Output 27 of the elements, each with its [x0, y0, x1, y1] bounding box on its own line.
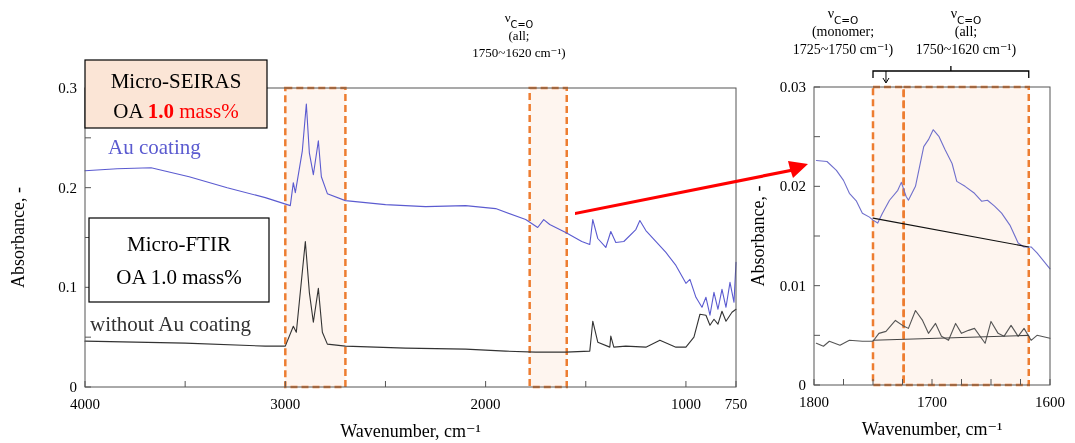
x-tick-label: 1000	[670, 396, 701, 412]
y-tick-label: 0.01	[779, 277, 806, 294]
series-label: without Au coating	[90, 312, 252, 336]
y-tick-label: 0.3	[58, 80, 77, 96]
annotation: Micro-SEIRAS OA 1.0 mass%	[110, 69, 242, 123]
annotation: Micro-FTIR OA 1.0 mass%	[116, 232, 242, 289]
x-tick-label: 3000	[270, 396, 301, 412]
x-tick-label: 2000	[470, 396, 501, 412]
y-tick-label: 0.03	[779, 79, 806, 95]
x-axis-title: Wavenumber, cm⁻¹	[340, 421, 481, 441]
y-tick-label: 0	[69, 379, 77, 395]
y-axis-title: Absorbance, -	[748, 185, 768, 287]
text: ν$_{C=O}$ (monomer; 1725~1750 cm⁻¹)	[792, 6, 894, 58]
x-tick-label: 4000	[70, 396, 100, 412]
series-label: Au coating	[108, 135, 202, 159]
x-tick-label: 1700	[917, 394, 947, 410]
x-tick-label: 1800	[799, 394, 829, 410]
x-tick-label: 1600	[1035, 394, 1065, 410]
y-tick-label: 0	[798, 377, 806, 393]
y-tick-label: 0.02	[779, 178, 806, 195]
text: ν$_{C=O}$ (all; 1750~1620 cm⁻¹)	[915, 6, 1017, 58]
x-axis-title: Wavenumber, cm⁻¹	[861, 419, 1003, 439]
y-tick-label: 0.2	[58, 179, 77, 196]
y-axis-title: Absorbance, -	[8, 187, 28, 288]
text: ν$_{C=O}$ (all; 1750~1620 cm⁻¹)	[472, 10, 566, 60]
x-tick-label: 750	[724, 396, 748, 412]
y-tick-label: 0.1	[58, 279, 77, 296]
